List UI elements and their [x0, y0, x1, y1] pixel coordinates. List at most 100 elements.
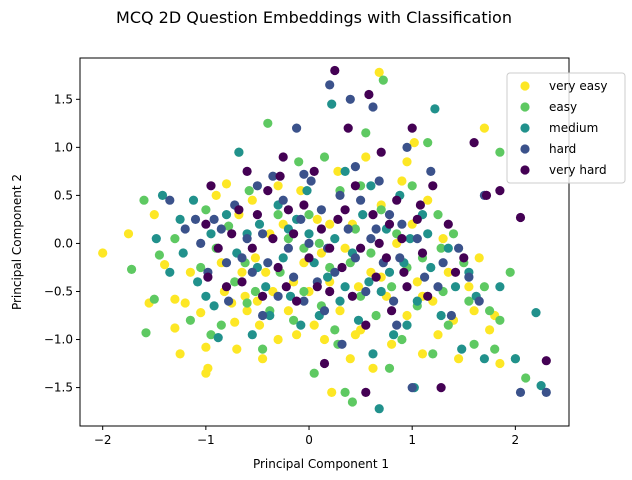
point-very-hard-39: [387, 306, 397, 316]
point-very-easy-52: [353, 282, 364, 292]
point-medium-8: [206, 229, 216, 239]
point-easy-43: [378, 75, 388, 85]
point-very-hard-27: [333, 214, 343, 224]
point-medium-55: [479, 354, 489, 364]
point-very-easy-37: [292, 330, 302, 340]
point-hard-16: [273, 291, 283, 301]
point-very-hard-54: [495, 186, 505, 196]
point-hard-49: [426, 166, 436, 176]
point-very-hard-0: [201, 219, 211, 229]
point-very-easy-75: [464, 282, 474, 292]
point-medium-31: [340, 166, 350, 176]
point-medium-45: [412, 296, 422, 306]
legend-marker-hard: [520, 144, 530, 154]
x-tick-label: 0: [305, 433, 313, 447]
x-tick-label: 2: [512, 433, 520, 447]
point-medium-66: [376, 286, 386, 297]
point-very-easy-6: [170, 323, 180, 333]
point-easy-72: [242, 298, 252, 308]
point-easy-64: [495, 315, 505, 325]
point-very-easy-4: [160, 260, 170, 270]
point-very-hard-30: [347, 291, 357, 301]
point-hard-46: [407, 383, 417, 393]
point-very-easy-10: [196, 308, 206, 318]
point-easy-39: [361, 128, 371, 138]
point-very-easy-44: [319, 334, 330, 345]
point-hard-24: [306, 176, 316, 186]
point-very-easy-47: [333, 166, 343, 176]
point-hard-17: [278, 195, 288, 205]
point-very-easy-29: [258, 354, 268, 364]
point-medium-39: [384, 267, 395, 277]
point-very-hard-12: [263, 186, 273, 196]
point-very-easy-19: [230, 317, 240, 327]
point-very-hard-44: [412, 214, 422, 224]
point-easy-62: [485, 306, 495, 316]
point-hard-0: [165, 195, 175, 205]
point-very-hard-51: [459, 253, 469, 263]
x-axis-ticks: −2 −1 0 1 2: [94, 426, 519, 447]
point-medium-6: [193, 277, 203, 287]
point-medium-37: [374, 404, 384, 414]
point-medium-52: [457, 344, 467, 354]
point-hard-30: [335, 190, 345, 200]
point-very-hard-3: [213, 243, 223, 253]
point-hard-5: [209, 214, 219, 224]
point-medium-4: [178, 248, 188, 258]
point-medium-67: [402, 320, 412, 330]
point-very-easy-54: [361, 152, 371, 162]
point-very-easy-46: [327, 387, 337, 397]
point-hard-10: [242, 234, 252, 244]
point-hard-35: [356, 195, 366, 205]
point-hard-54: [464, 272, 474, 282]
point-very-easy-30: [261, 267, 271, 277]
point-medium-7: [201, 291, 211, 301]
point-very-hard-24: [319, 358, 330, 369]
point-hard-59: [371, 224, 381, 234]
point-easy-25: [294, 157, 304, 167]
point-easy-13: [230, 277, 240, 287]
point-medium-60: [304, 229, 314, 239]
point-easy-60: [469, 339, 479, 349]
point-easy-2: [149, 294, 159, 304]
point-easy-19: [263, 118, 273, 128]
point-medium-43: [405, 234, 415, 244]
point-very-easy-13: [203, 363, 213, 373]
point-very-hard-23: [316, 224, 326, 234]
point-hard-37: [366, 234, 376, 244]
point-very-easy-77: [474, 253, 484, 263]
legend-marker-easy: [520, 102, 530, 112]
point-hard-1: [180, 224, 190, 234]
point-very-easy-67: [417, 349, 428, 359]
point-medium-24: [302, 186, 312, 196]
point-very-hard-38: [381, 253, 391, 263]
point-hard-33: [345, 94, 355, 104]
point-medium-35: [364, 277, 374, 287]
point-very-hard-5: [227, 229, 237, 239]
point-medium-17: [261, 282, 271, 292]
point-very-hard-26: [330, 65, 340, 76]
point-easy-63: [490, 344, 500, 354]
point-very-hard-60: [374, 238, 384, 248]
point-very-hard-7: [237, 277, 247, 287]
point-very-hard-36: [371, 272, 381, 282]
point-very-easy-2: [149, 210, 159, 220]
point-very-hard-48: [436, 383, 446, 393]
point-hard-47: [412, 234, 422, 244]
point-hard-9: [237, 253, 247, 263]
point-medium-2: [165, 267, 175, 277]
point-very-hard-47: [428, 181, 438, 191]
point-very-easy-20: [232, 344, 242, 354]
point-very-easy-83: [325, 219, 335, 229]
x-tick-label: −2: [94, 433, 112, 447]
point-hard-36: [361, 286, 371, 297]
data-points: [98, 65, 551, 414]
point-easy-1: [127, 264, 137, 274]
point-very-hard-31: [350, 181, 360, 191]
point-hard-53: [454, 243, 464, 253]
point-hard-41: [384, 210, 395, 220]
point-easy-53: [428, 349, 438, 359]
point-very-easy-78: [479, 123, 489, 133]
point-very-hard-59: [283, 205, 293, 215]
